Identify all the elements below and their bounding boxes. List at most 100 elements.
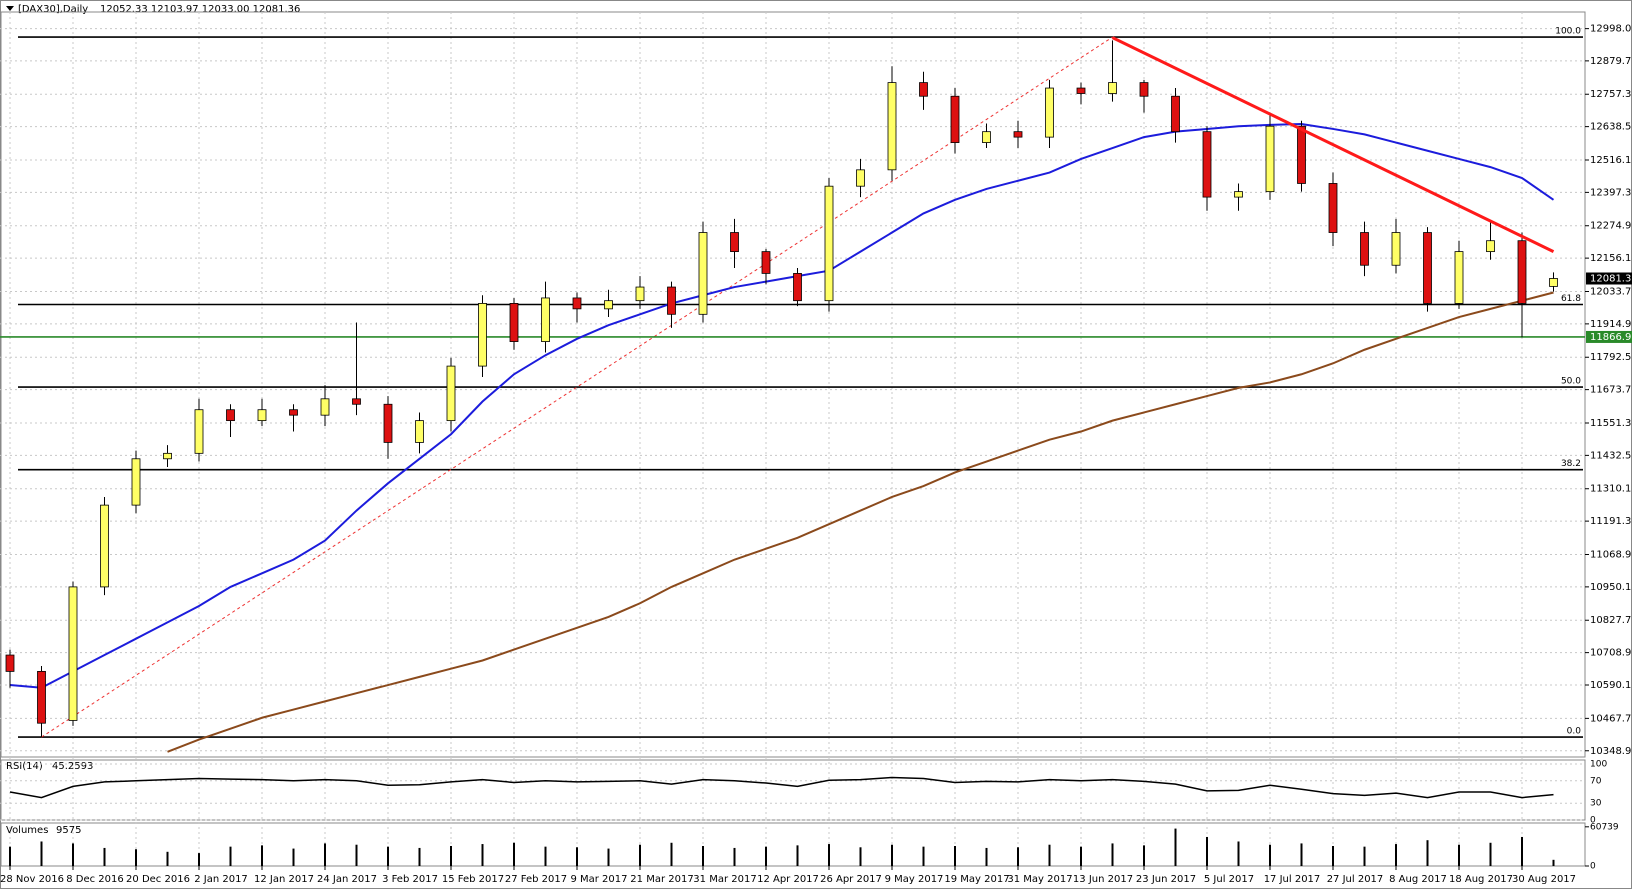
x-tick-label: 2 Jan 2017 [194,874,248,885]
rsi-tick-label: 0 [1590,816,1596,826]
y-tick-label: 12757.30 [1590,89,1632,100]
x-tick-label: 9 Mar 2017 [570,874,627,885]
candle-body [824,185,834,302]
volume-tick-label: 0 [1590,862,1596,872]
y-tick-label: 11792.50 [1590,352,1632,363]
candle-body [667,286,676,315]
candle-body [635,286,645,302]
y-tick-label: 12156.10 [1590,253,1632,264]
candle-body [1265,125,1275,193]
y-tick-label: 11914.90 [1590,319,1632,330]
candle-body [100,504,109,588]
y-tick-label: 12516.10 [1590,155,1632,166]
candle-body [1360,232,1369,266]
y-tick-label: 10590.10 [1590,680,1632,691]
candle-body [383,403,393,443]
candle-body [1297,125,1306,184]
fib-label: 50.0 [1561,377,1581,387]
candle-body [1045,87,1054,138]
y-tick-label: 12397.30 [1590,187,1632,198]
y-tick-label: 11673.70 [1590,385,1632,396]
volume-value: 9575 [56,825,81,836]
x-tick-label: 9 May 2017 [885,874,944,885]
candle-body [509,303,519,342]
candle-body [982,131,991,143]
volume-title: Volumes [6,825,48,836]
candle-body [1171,95,1180,133]
candle-body [68,586,78,721]
candle-body [37,671,46,724]
y-tick-label: 10827.70 [1590,615,1632,626]
x-tick-label: 20 Dec 2016 [126,874,190,885]
candle-body [1328,183,1338,233]
y-tick-label: 10708.90 [1590,648,1632,659]
candle-body [698,232,708,315]
x-tick-label: 8 Dec 2016 [66,874,124,885]
y-tick-label: 12638.50 [1590,122,1632,133]
volume-tick-label: 60739 [1590,822,1619,832]
panel-frame [0,822,1586,867]
x-tick-label: 5 Jul 2017 [1204,874,1254,885]
x-tick-label: 13 Jun 2017 [1073,874,1133,885]
candle-body [1423,232,1432,304]
y-tick-label: 11310.10 [1590,484,1632,495]
candle-body [1139,82,1149,97]
ohlc-text: 12052.33 12103.97 12033.00 12081.36 [100,4,300,15]
y-tick-label: 11551.30 [1590,418,1632,429]
x-tick-label: 3 Feb 2017 [382,874,438,885]
x-tick-label: 31 Mar 2017 [693,874,756,885]
candle-body [352,398,361,405]
candle-body [730,232,739,253]
candle-body [887,82,897,171]
y-tick-label: 11191.30 [1590,516,1632,527]
x-tick-label: 23 Jun 2017 [1136,874,1196,885]
candle-body [856,169,865,187]
x-tick-label: 12 Apr 2017 [757,874,819,885]
panel-frame [0,759,1586,821]
candle-body [415,420,424,443]
price-tag [1586,272,1632,285]
candle-body [320,398,330,416]
candle-body [1486,240,1495,253]
price-tag-label: 11866.95 [1590,332,1632,343]
candle-body [1454,251,1464,304]
x-tick-label: 31 May 2017 [1007,874,1072,885]
x-tick-label: 18 Aug 2017 [1449,874,1513,885]
candle-body [761,251,771,274]
price-tag-label: 12081.36 [1590,273,1632,284]
y-tick-label: 10467.70 [1590,713,1632,724]
candle-body [541,297,550,342]
candle-body [1234,191,1243,198]
x-tick-label: 15 Feb 2017 [442,874,504,885]
x-tick-label: 17 Jul 2017 [1264,874,1321,885]
candle-body [1202,131,1212,198]
price-tag [1586,330,1632,343]
menu-arrow[interactable] [6,6,14,11]
rsi-line [9,776,1554,799]
x-tick-label: 24 Jan 2017 [317,874,377,885]
candle-body [163,452,172,460]
fib-label: 0.0 [1567,727,1582,737]
candle-body [1013,131,1023,138]
rsi-tick-label: 100 [1590,760,1607,770]
x-tick-label: 19 May 2017 [944,874,1009,885]
x-tick-label: 12 Jan 2017 [254,874,314,885]
x-tick-label: 28 Nov 2016 [0,874,64,885]
rsi-value: 45.2593 [52,761,93,772]
moving-average [167,291,1554,753]
candle-body [131,458,141,506]
candle-body [446,365,456,422]
y-tick-label: 12033.70 [1590,286,1632,297]
candle-body [1549,278,1558,287]
y-tick-label: 11432.50 [1590,450,1632,461]
fib-label: 61.8 [1561,294,1581,304]
x-tick-label: 26 Apr 2017 [820,874,882,885]
candle-body [572,297,582,310]
rsi-title: RSI(14) [6,761,43,772]
x-tick-label: 27 Feb 2017 [505,874,567,885]
candle-body [257,409,267,422]
fib-label: 100.0 [1555,27,1581,37]
trendline [1111,36,1555,253]
fib-label: 38.2 [1561,459,1581,469]
